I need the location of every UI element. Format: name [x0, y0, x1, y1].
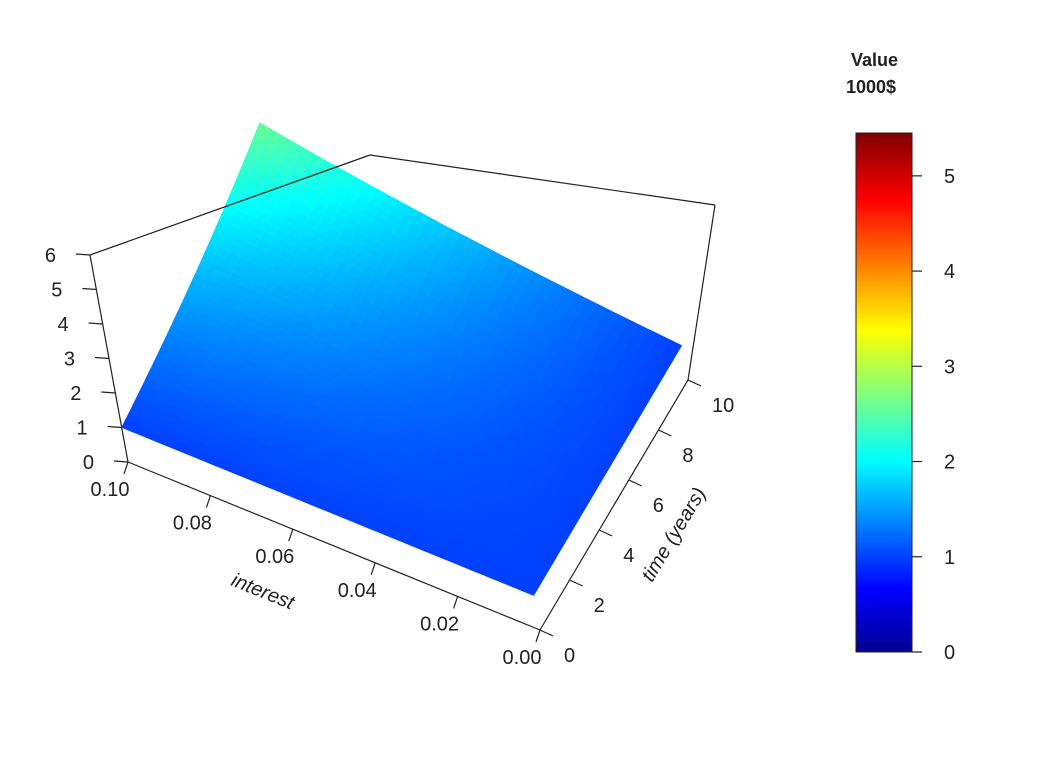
colorbar-tick-label: 2: [944, 452, 955, 474]
y-tick-label: 4: [623, 545, 634, 567]
z-axis-ticks: 0 1 2 3 4 5 6: [45, 245, 129, 474]
x-tick-label: 0.10: [91, 479, 130, 501]
box-edge-right-bottom: [539, 379, 689, 631]
x-tick-mark: [205, 495, 211, 508]
colorbar-tick-label: 3: [944, 356, 955, 378]
y-tick-label: 8: [682, 445, 693, 467]
colorbar-title-line1: Value: [851, 50, 898, 70]
z-tick-label: 2: [70, 383, 81, 405]
z-tick-mark: [88, 322, 103, 325]
z-tick-label: 3: [64, 349, 75, 371]
x-tick-mark: [288, 529, 294, 542]
z-tick-mark: [82, 287, 97, 291]
x-tick-label: 0.00: [503, 647, 542, 669]
box-edge-right-vertical: [687, 204, 716, 381]
y-tick-mark: [569, 579, 583, 587]
y-axis-label: time (years): [637, 484, 710, 586]
y-tick-mark: [539, 629, 554, 637]
surface-patch: [522, 584, 538, 596]
y-tick-mark: [687, 379, 702, 387]
colorbar-legend: Value 1000$ 0 1 2 3 4 5: [846, 50, 955, 664]
z-tick-label: 6: [45, 245, 56, 267]
z-tick-label: 5: [51, 280, 62, 302]
y-tick-mark: [628, 479, 643, 487]
colorbar-ticks: 0 1 2 3 4 5: [912, 166, 955, 664]
colorbar-gradient: [855, 132, 913, 653]
z-tick-mark: [107, 425, 122, 429]
x-axis-label: interest: [228, 569, 298, 615]
box-edge-front-bottom: [127, 461, 541, 631]
x-tick-label: 0.04: [338, 580, 377, 602]
z-tick-label: 1: [77, 418, 88, 440]
colorbar-tick-label: 1: [944, 547, 955, 569]
x-tick-label: 0.06: [255, 546, 294, 568]
y-tick-label: 0: [564, 645, 575, 667]
colorbar-tick-label: 4: [944, 261, 955, 283]
y-tick-label: 10: [712, 395, 734, 417]
y-tick-label: 6: [653, 495, 664, 517]
x-tick-label: 0.02: [420, 613, 459, 635]
x-tick-mark: [370, 562, 376, 575]
x-tick-label: 0.08: [173, 513, 212, 535]
z-tick-mark: [75, 253, 91, 256]
z-tick-mark: [113, 460, 129, 463]
x-tick-mark: [123, 461, 129, 475]
z-tick-mark: [101, 391, 116, 394]
x-tick-mark: [535, 629, 541, 643]
y-axis-ticks: 0 2 4 6 8 10: [539, 379, 734, 667]
box-edge-back-top: [89, 154, 371, 256]
box-edge-back-right: [369, 154, 716, 206]
z-tick-mark: [94, 356, 110, 360]
z-tick-label: 0: [83, 452, 94, 474]
x-tick-mark: [453, 596, 459, 609]
x-axis-ticks: 0.00 0.02 0.04 0.06 0.08 0.10: [91, 461, 542, 669]
y-tick-label: 2: [594, 595, 605, 617]
colorbar-tick-label: 0: [944, 642, 955, 664]
y-tick-mark: [598, 529, 613, 537]
y-tick-mark: [658, 429, 672, 437]
surface-patches: [121, 122, 683, 596]
z-tick-label: 4: [58, 314, 69, 336]
colorbar-tick-label: 5: [944, 166, 955, 188]
colorbar-title-line2: 1000$: [846, 77, 896, 97]
